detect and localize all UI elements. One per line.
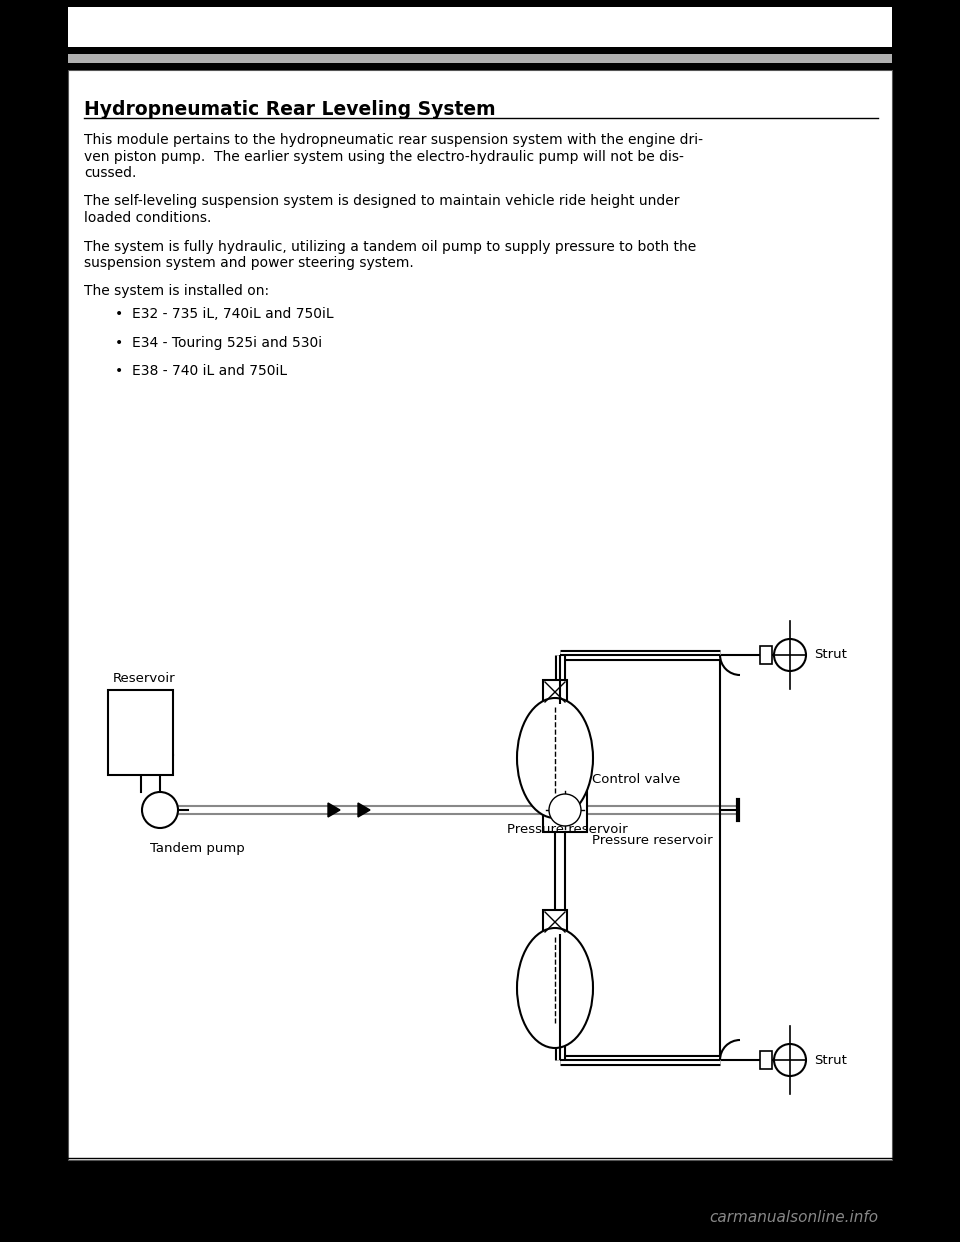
Text: Tandem pump: Tandem pump — [150, 842, 245, 854]
Ellipse shape — [517, 928, 593, 1048]
Bar — [760, 1051, 772, 1069]
Text: Hydropneumatic Rear Leveling System: Hydropneumatic Rear Leveling System — [84, 101, 495, 119]
Bar — [0, 1175, 960, 1242]
Text: •  E34 - Touring 525i and 530i: • E34 - Touring 525i and 530i — [115, 335, 323, 349]
Text: loaded conditions.: loaded conditions. — [84, 211, 211, 225]
Text: Strut: Strut — [814, 648, 847, 662]
Bar — [68, 65, 892, 70]
Text: •  E38 - 740 iL and 750iL: • E38 - 740 iL and 750iL — [115, 364, 287, 378]
Bar — [68, 70, 892, 1160]
Circle shape — [774, 638, 806, 671]
Bar — [760, 646, 772, 664]
Text: The system is installed on:: The system is installed on: — [84, 284, 269, 298]
Text: •  E32 - 735 iL, 740iL and 750iL: • E32 - 735 iL, 740iL and 750iL — [115, 307, 334, 320]
Bar — [108, 691, 173, 775]
Polygon shape — [328, 804, 340, 817]
Bar — [543, 910, 567, 934]
Bar — [0, 0, 960, 62]
Text: Strut: Strut — [814, 1053, 847, 1067]
Text: Reservoir: Reservoir — [113, 672, 176, 686]
Bar — [68, 53, 892, 63]
Bar — [543, 787, 587, 832]
Text: Level Control Systems: Level Control Systems — [74, 1177, 198, 1189]
Text: carmanualsonline.info: carmanualsonline.info — [708, 1210, 878, 1225]
Polygon shape — [358, 804, 370, 817]
Bar — [543, 681, 567, 704]
Text: suspension system and power steering system.: suspension system and power steering sys… — [84, 256, 414, 270]
Text: Control valve: Control valve — [592, 773, 681, 786]
Text: cussed.: cussed. — [84, 166, 136, 180]
Text: This module pertains to the hydropneumatic rear suspension system with the engin: This module pertains to the hydropneumat… — [84, 133, 703, 147]
Circle shape — [774, 1045, 806, 1076]
Text: 4: 4 — [74, 1163, 84, 1177]
Circle shape — [549, 794, 581, 826]
Ellipse shape — [517, 698, 593, 818]
Bar — [68, 7, 892, 47]
Text: The system is fully hydraulic, utilizing a tandem oil pump to supply pressure to: The system is fully hydraulic, utilizing… — [84, 240, 696, 253]
Text: ven piston pump.  The earlier system using the electro-hydraulic pump will not b: ven piston pump. The earlier system usin… — [84, 149, 684, 164]
Circle shape — [142, 792, 178, 828]
Text: Pressure reservoir: Pressure reservoir — [592, 833, 712, 847]
Text: Pressure reservoir: Pressure reservoir — [507, 823, 628, 836]
Text: The self-leveling suspension system is designed to maintain vehicle ride height : The self-leveling suspension system is d… — [84, 195, 680, 209]
